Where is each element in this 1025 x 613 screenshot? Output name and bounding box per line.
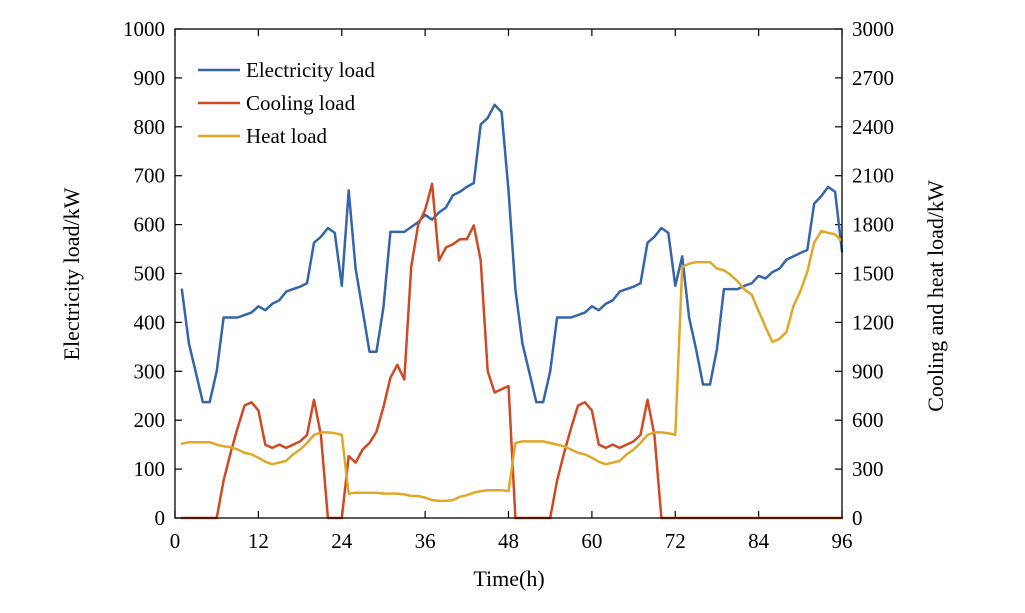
y-tick-label-left: 900 xyxy=(134,66,166,90)
y-tick-label-left: 800 xyxy=(134,115,166,139)
y-tick-label-right: 3000 xyxy=(852,17,894,41)
x-tick-label: 72 xyxy=(665,529,686,553)
series-line-electricity xyxy=(180,103,844,404)
y-tick-label-left: 100 xyxy=(134,457,166,481)
series-line-heat xyxy=(180,229,844,503)
axis-tick-labels: 0 12 24 36 48 60 72 84 9601002003004005006007008… xyxy=(123,17,894,553)
y-tick-label-right: 0 xyxy=(852,506,863,530)
plot-frame xyxy=(174,28,843,519)
legend-label-electricity: Electricity load xyxy=(246,58,375,82)
y-tick-label-right: 1500 xyxy=(852,262,894,286)
x-axis-title: Time(h) xyxy=(473,566,544,591)
y-tick-label-right: 1800 xyxy=(852,213,894,237)
x-tick-label: 0 xyxy=(170,529,181,553)
x-tick-label: 24 xyxy=(331,529,353,553)
y-tick-label-right: 1200 xyxy=(852,310,894,334)
x-tick-label: 12 xyxy=(248,529,269,553)
y-tick-label-left: 400 xyxy=(134,310,166,334)
y-tick-label-right: 2700 xyxy=(852,66,894,90)
legend-label-heat: Heat load xyxy=(246,124,328,148)
y-tick-label-right: 2400 xyxy=(852,115,894,139)
x-tick-label: 96 xyxy=(832,529,853,553)
x-tick-label: 48 xyxy=(498,529,519,553)
y-tick-label-right: 900 xyxy=(852,359,884,383)
y-tick-label-left: 300 xyxy=(134,359,166,383)
y-tick-label-left: 700 xyxy=(134,164,166,188)
y-tick-label-left: 500 xyxy=(134,262,166,286)
y-axis-title-left: Electricity load/kW xyxy=(59,187,84,360)
y-tick-label-left: 0 xyxy=(155,506,166,530)
axis-ticks xyxy=(174,28,843,519)
legend: Electricity load Cooling load Heat load xyxy=(198,58,375,148)
y-tick-label-right: 2100 xyxy=(852,164,894,188)
y-axis-title-right: Cooling and heat load/kW xyxy=(923,180,948,412)
legend-label-cooling: Cooling load xyxy=(246,91,356,115)
x-tick-label: 60 xyxy=(581,529,602,553)
y-tick-label-right: 600 xyxy=(852,408,884,432)
y-tick-label-left: 200 xyxy=(134,408,166,432)
x-tick-label: 36 xyxy=(415,529,436,553)
y-tick-label-right: 300 xyxy=(852,457,884,481)
x-tick-label: 84 xyxy=(748,529,770,553)
y-tick-label-left: 1000 xyxy=(123,17,165,41)
y-tick-label-left: 600 xyxy=(134,213,166,237)
